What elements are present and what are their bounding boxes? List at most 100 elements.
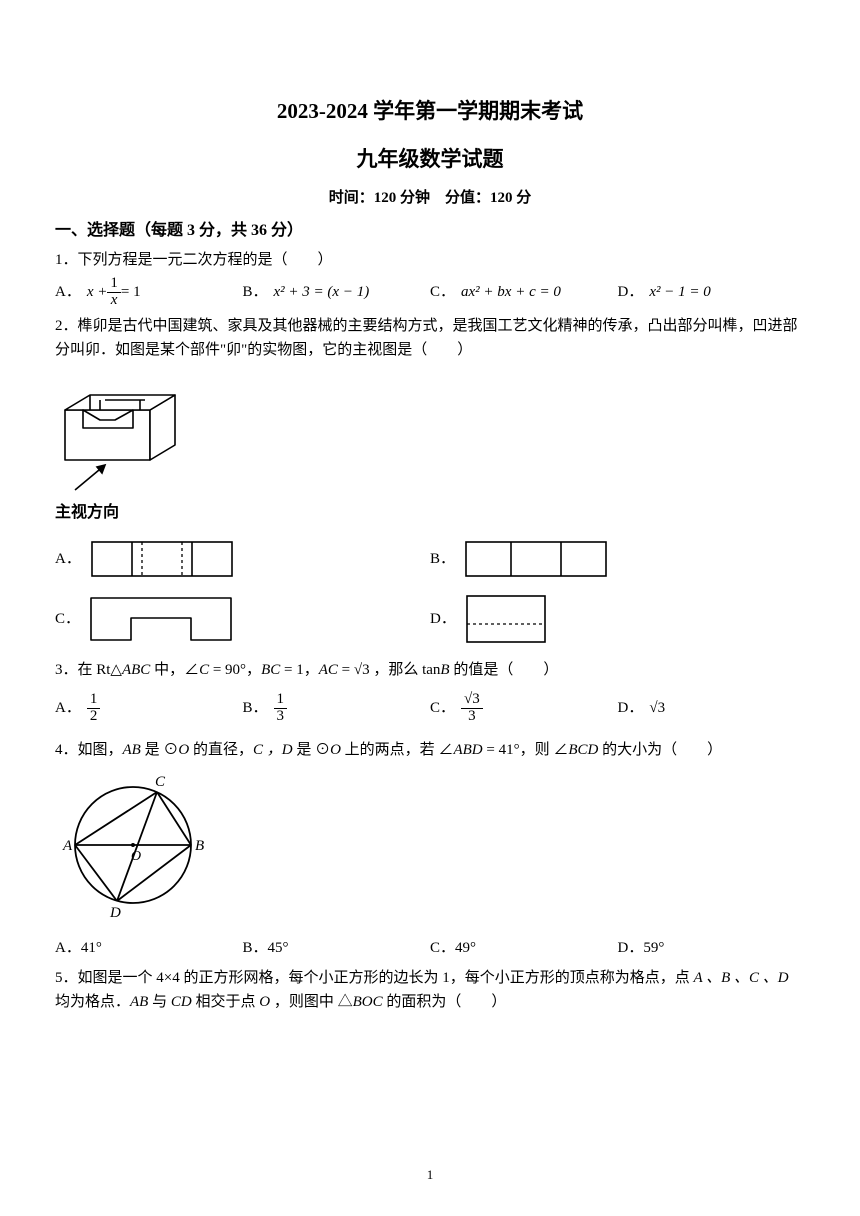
- q3-p5: = √3 ，那么 tan: [338, 662, 441, 678]
- question-4: 4．如图，AB 是 ⊙O 的直径，C ，D 是 ⊙O 上的两点，若 ∠ABD =…: [55, 738, 805, 960]
- q2-d-svg: [462, 590, 552, 648]
- q3-d-label: D．: [618, 696, 644, 720]
- q4-opt-b: B．45°: [243, 936, 431, 960]
- q1-d-eq: x² − 1 = 0: [649, 280, 710, 304]
- q4-p2: 是 ⊙: [141, 742, 179, 758]
- q4-o: O: [178, 742, 189, 758]
- q1-c-label: C．: [430, 280, 455, 304]
- q3-a-label: A．: [55, 696, 81, 720]
- q3-p3: = 90°，: [209, 662, 261, 678]
- question-1: 1．下列方程是一元二次方程的是（ ） A． x + 1 x = 1 B． x² …: [55, 248, 805, 309]
- q3-opt-a: A． 1 2: [55, 692, 243, 725]
- q3-b: B: [440, 662, 449, 678]
- q1-c-eq: ax² + bx + c = 0: [461, 280, 561, 304]
- q4-p4: 是 ⊙: [293, 742, 331, 758]
- q2-view-label: 主视方向: [55, 500, 805, 526]
- q1-a-frac: 1 x: [107, 276, 121, 309]
- q5-abcd: A 、B 、C 、D: [693, 970, 788, 986]
- q2-opt-a: A．: [55, 534, 430, 584]
- q4-figure: A B C D O: [55, 770, 805, 928]
- q3-opt-b: B． 1 3: [243, 692, 431, 725]
- q2-b-label: B．: [430, 547, 455, 571]
- question-3: 3．在 Rt△ABC 中，∠C = 90°，BC = 1，AC = √3 ，那么…: [55, 658, 805, 725]
- title-line-1: 2023-2024 学年第一学期期末考试: [55, 95, 805, 129]
- q2-opt-b: B．: [430, 534, 805, 584]
- q4-p7: 的大小为（ ）: [598, 742, 722, 758]
- q3-b-frac: 1 3: [274, 692, 288, 725]
- q2-c-label: C．: [55, 607, 80, 631]
- q4-cd: C ，D: [253, 742, 293, 758]
- q4-text: 4．如图，AB 是 ⊙O 的直径，C ，D 是 ⊙O 上的两点，若 ∠ABD =…: [55, 738, 805, 762]
- q5-p5: ，则图中 △: [270, 994, 353, 1010]
- section-1-heading: 一、选择题（每题 3 分，共 36 分）: [55, 218, 805, 244]
- q3-b-num: 1: [274, 692, 288, 709]
- q1-a-label: A．: [55, 280, 81, 304]
- q4-abd: ABD: [453, 742, 482, 758]
- q5-ab: AB: [130, 994, 148, 1010]
- q4-p1: 4．如图，: [55, 742, 123, 758]
- q5-p2: 均为格点．: [55, 994, 130, 1010]
- q1-opt-c: C． ax² + bx + c = 0: [430, 276, 618, 309]
- page-number: 1: [0, 1165, 860, 1186]
- q3-text: 3．在 Rt△ABC 中，∠C = 90°，BC = 1，AC = √3 ，那么…: [55, 658, 805, 682]
- q2-b-svg: [461, 534, 611, 584]
- q5-p1: 5．如图是一个 4×4 的正方形网格，每个小正方形的边长为 1，每个小正方形的顶…: [55, 970, 693, 986]
- q4-lbl-A: A: [62, 838, 73, 854]
- q4-ab: AB: [123, 742, 141, 758]
- q4-lbl-B: B: [195, 838, 204, 854]
- q3-options: A． 1 2 B． 1 3 C． √3 3 D． √3: [55, 692, 805, 725]
- q5-p6: 的面积为（ ）: [383, 994, 507, 1010]
- q2-opt-d: D．: [430, 590, 805, 648]
- q5-p4: 相交于点: [192, 994, 260, 1010]
- q2-a-svg: [87, 534, 237, 584]
- q3-p2: 中，∠: [150, 662, 199, 678]
- q2-main-figure: 主视方向: [55, 370, 805, 526]
- q3-c-frac: √3 3: [461, 692, 483, 725]
- q3-c: C: [199, 662, 209, 678]
- q3-a-den: 2: [87, 709, 101, 725]
- question-5: 5．如图是一个 4×4 的正方形网格，每个小正方形的边长为 1，每个小正方形的顶…: [55, 966, 805, 1014]
- q4-o2: O: [330, 742, 341, 758]
- q3-d-val: √3: [649, 696, 665, 720]
- q1-opt-a: A． x + 1 x = 1: [55, 276, 243, 309]
- q1-a-eq-l: x +: [87, 280, 108, 304]
- q3-b-label: B．: [243, 696, 268, 720]
- q1-a-eq-r: = 1: [121, 280, 141, 304]
- q2-opt-c: C．: [55, 590, 430, 648]
- q4-bcd: BCD: [568, 742, 598, 758]
- q1-opt-b: B． x² + 3 = (x − 1): [243, 276, 431, 309]
- question-2: 2．榫卯是古代中国建筑、家具及其他器械的主要结构方式，是我国工艺文化精神的传承，…: [55, 314, 805, 648]
- q3-ac: AC: [319, 662, 338, 678]
- q4-options: A．41° B．45° C．49° D．59°: [55, 936, 805, 960]
- q3-p1: 3．在 Rt△: [55, 662, 122, 678]
- q4-opt-a: A．41°: [55, 936, 243, 960]
- q1-b-label: B．: [243, 280, 268, 304]
- q2-opts-row1: A． B．: [55, 534, 805, 584]
- q4-opt-c: C．49°: [430, 936, 618, 960]
- q5-o: O: [259, 994, 270, 1010]
- q4-lbl-O: O: [131, 849, 141, 864]
- exam-meta: 时间：120 分钟 分值：120 分: [55, 186, 805, 210]
- q3-bc: BC: [261, 662, 280, 678]
- q1-a-num: 1: [107, 276, 121, 293]
- q3-b-den: 3: [274, 709, 288, 725]
- q1-opt-d: D． x² − 1 = 0: [618, 276, 806, 309]
- q5-text: 5．如图是一个 4×4 的正方形网格，每个小正方形的边长为 1，每个小正方形的顶…: [55, 966, 805, 1014]
- q3-opt-c: C． √3 3: [430, 692, 618, 725]
- q5-boc: BOC: [353, 994, 383, 1010]
- q2-c-svg: [86, 590, 236, 648]
- q3-p6: 的值是（ ）: [450, 662, 559, 678]
- q4-opt-d: D．59°: [618, 936, 806, 960]
- q3-a-frac: 1 2: [87, 692, 101, 725]
- title-line-2: 九年级数学试题: [55, 143, 805, 177]
- q4-p5: 上的两点，若 ∠: [341, 742, 454, 758]
- q2-3d-svg: [55, 370, 190, 500]
- q4-p6: = 41°，则 ∠: [483, 742, 569, 758]
- q1-a-den: x: [107, 293, 121, 309]
- q1-options: A． x + 1 x = 1 B． x² + 3 = (x − 1) C． ax…: [55, 276, 805, 309]
- q3-a-num: 1: [87, 692, 101, 709]
- q4-p3: 的直径，: [189, 742, 253, 758]
- q4-lbl-C: C: [155, 774, 166, 790]
- q5-cd: CD: [171, 994, 192, 1010]
- q2-a-label: A．: [55, 547, 81, 571]
